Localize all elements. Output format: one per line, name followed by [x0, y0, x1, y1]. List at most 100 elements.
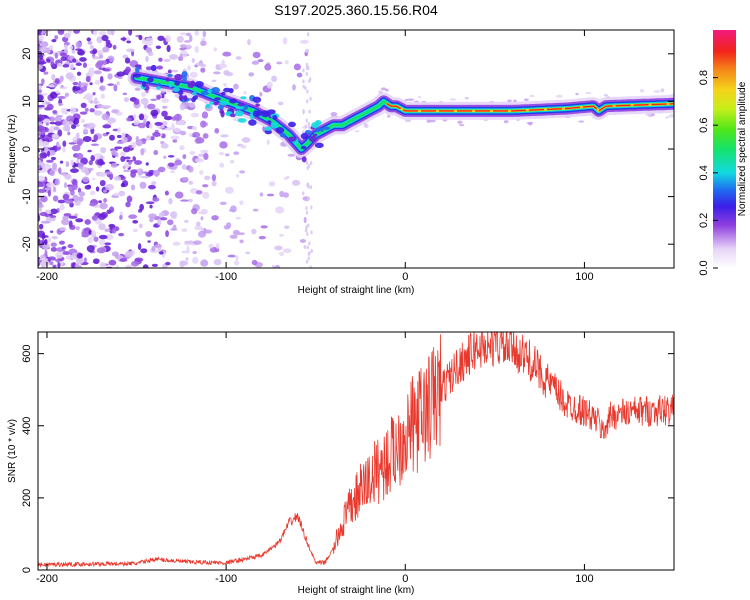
noise-speck — [38, 43, 41, 48]
ridge-blob — [192, 95, 198, 100]
noise-speck — [202, 133, 209, 139]
noise-speck — [46, 47, 51, 54]
noise-speck — [71, 144, 81, 152]
noise-speck — [65, 161, 70, 168]
noise-speck — [82, 128, 89, 134]
noise-speck — [40, 195, 48, 203]
noise-speck — [101, 161, 106, 165]
noise-speck — [51, 38, 57, 43]
noise-speck — [309, 160, 313, 165]
noise-speck — [310, 248, 313, 253]
noise-speck — [170, 170, 175, 173]
noise-speck — [307, 121, 311, 126]
noise-speck — [105, 39, 111, 45]
ridge-blob — [156, 86, 161, 90]
noise-speck — [302, 110, 305, 115]
noise-speck — [44, 107, 51, 111]
noise-speck — [167, 219, 174, 226]
noise-speck — [524, 98, 529, 102]
noise-speck — [222, 83, 228, 87]
noise-speck — [218, 152, 225, 156]
noise-speck — [138, 34, 143, 41]
noise-speck — [142, 264, 149, 268]
noise-speck — [200, 149, 209, 154]
noise-speck — [65, 254, 75, 261]
noise-speck — [44, 238, 48, 246]
noise-speck — [38, 116, 44, 122]
noise-speck — [363, 124, 369, 129]
noise-speck — [189, 34, 193, 42]
noise-speck — [182, 176, 189, 182]
noise-speck — [70, 159, 74, 166]
noise-speck — [124, 156, 131, 160]
snr-x-ticks: -200 -100 0 100 — [36, 332, 594, 585]
noise-speck — [185, 257, 189, 261]
noise-speck — [157, 35, 165, 41]
noise-speck — [161, 98, 170, 104]
snr-y-ticks: 0 200 400 600 — [21, 344, 674, 573]
noise-speck — [233, 83, 239, 90]
noise-speck — [155, 45, 162, 50]
noise-speck — [49, 230, 54, 234]
noise-speck — [148, 169, 155, 175]
noise-speck — [135, 135, 140, 143]
noise-speck — [56, 144, 61, 148]
noise-speck — [668, 113, 674, 118]
noise-speck — [169, 228, 178, 231]
noise-speck — [63, 41, 71, 46]
noise-speck — [304, 124, 308, 129]
noise-speck — [130, 184, 136, 191]
noise-speck — [76, 253, 83, 259]
noise-speck — [308, 109, 311, 114]
noise-speck — [40, 93, 48, 96]
ridge-blob — [229, 113, 236, 118]
noise-speck — [39, 212, 48, 217]
ridge-blob — [172, 87, 180, 92]
noise-speck — [157, 218, 162, 226]
noise-speck — [116, 81, 120, 86]
noise-speck — [57, 262, 61, 268]
noise-speck — [38, 207, 43, 212]
colorbar-ticks: 0.0 0.2 0.4 0.6 0.8 — [698, 70, 718, 276]
ridge-blob — [229, 98, 237, 104]
noise-speck — [137, 122, 147, 129]
noise-speck — [72, 86, 81, 91]
noise-speck — [38, 104, 45, 108]
noise-speck — [147, 51, 154, 57]
noise-speck — [386, 115, 391, 118]
spectrogram-y-ticks: -20 -10 0 10 20 — [21, 48, 674, 252]
noise-speck — [555, 94, 563, 98]
x-tick-label: -200 — [36, 271, 58, 283]
noise-speck — [52, 186, 57, 193]
noise-speck — [43, 118, 51, 124]
noise-speck — [104, 171, 113, 175]
noise-speck — [92, 48, 98, 54]
noise-speck — [81, 230, 91, 238]
noise-speck — [38, 188, 46, 194]
ridge-blob — [181, 71, 188, 77]
ridge-blob — [142, 81, 147, 88]
noise-speck — [235, 216, 241, 220]
noise-speck — [38, 54, 44, 60]
noise-speck — [38, 34, 45, 42]
chart-title: S197.2025.360.15.56.R04 — [274, 2, 438, 18]
noise-speck — [653, 90, 661, 93]
noise-speck — [89, 45, 95, 50]
noise-speck — [225, 186, 234, 194]
noise-speck — [122, 165, 126, 170]
noise-speck — [162, 105, 168, 109]
noise-speck — [142, 37, 146, 45]
noise-speck — [38, 223, 44, 230]
spectrogram-y-label: Frequency (Hz) — [7, 115, 18, 184]
colorbar-label: Normalized spectral amplitude — [737, 81, 748, 216]
noise-speck — [72, 185, 78, 191]
noise-speck — [151, 245, 156, 252]
noise-speck — [285, 175, 290, 179]
noise-speck — [46, 58, 51, 63]
noise-speck — [235, 255, 239, 261]
noise-speck — [218, 63, 227, 69]
noise-speck — [214, 128, 220, 134]
noise-speck — [93, 70, 102, 75]
noise-speck — [175, 120, 185, 126]
noise-speck — [88, 160, 93, 166]
